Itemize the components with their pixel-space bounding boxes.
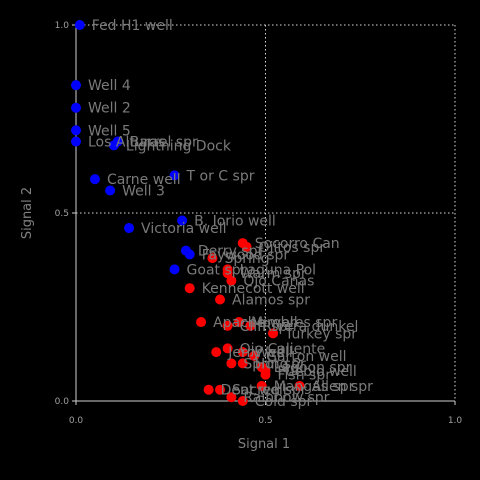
y-tick-label-1: 0.5 xyxy=(55,209,69,219)
data-point-0-2 xyxy=(71,103,81,113)
data-point-1-6 xyxy=(185,283,195,293)
data-point-0-11 xyxy=(124,223,134,233)
x-axis-label: Signal 1 xyxy=(238,437,290,452)
y-axis-label: Signal 2 xyxy=(20,187,35,239)
point-label-0-0: Fed H1 well xyxy=(92,18,173,34)
x-tick-label-2: 1.0 xyxy=(448,416,463,426)
y-tick-label-0: 0.0 xyxy=(55,397,70,407)
data-point-0-1 xyxy=(71,80,81,90)
data-point-0-3 xyxy=(71,125,81,135)
point-label-0-2: Well 2 xyxy=(88,101,131,117)
point-label-0-1: Well 4 xyxy=(88,78,131,94)
point-label-0-9: Well 3 xyxy=(122,183,165,199)
point-label-1-7: Alamos spr xyxy=(232,292,310,308)
point-label-0-11: Victoria well xyxy=(141,221,226,237)
data-point-0-14 xyxy=(170,264,180,274)
point-label-1-27: Cold spr xyxy=(255,394,313,410)
data-point-0-0 xyxy=(75,20,85,30)
data-point-0-13 xyxy=(185,249,195,259)
y-tick-label-2: 1.0 xyxy=(55,21,70,31)
point-label-0-8: T or C spr xyxy=(186,168,255,184)
point-label-1-12: Turkey spr xyxy=(284,326,357,342)
data-point-1-14 xyxy=(211,347,221,357)
data-point-0-7 xyxy=(90,174,100,184)
data-point-1-8 xyxy=(196,317,206,327)
x-tick-label-0: 0.0 xyxy=(69,416,84,426)
point-label-0-6: Lightning Dock xyxy=(126,138,232,154)
x-tick-label-1: 0.5 xyxy=(258,416,272,426)
data-point-1-25 xyxy=(204,385,214,395)
data-point-0-4 xyxy=(71,137,81,147)
